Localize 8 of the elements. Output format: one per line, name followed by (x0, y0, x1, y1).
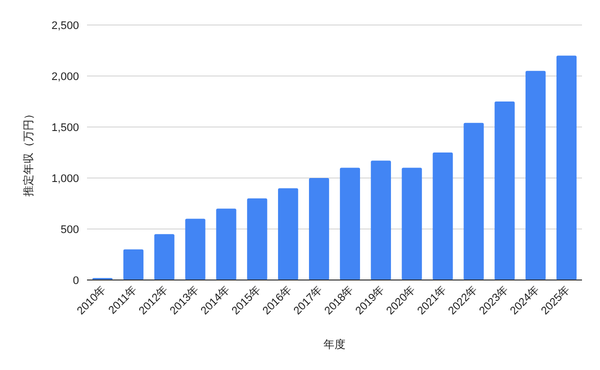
y-axis-title: 推定年収（万円） (22, 108, 35, 196)
y-tick-label: 0 (72, 275, 79, 287)
y-tick-label: 2,500 (51, 20, 79, 32)
y-tick-label: 1,000 (51, 173, 79, 185)
y-tick-label: 1,500 (51, 122, 79, 134)
y-tick-label: 2,000 (51, 71, 79, 83)
x-axis-title: 年度 (324, 338, 346, 351)
y-tick-label: 500 (60, 224, 79, 236)
